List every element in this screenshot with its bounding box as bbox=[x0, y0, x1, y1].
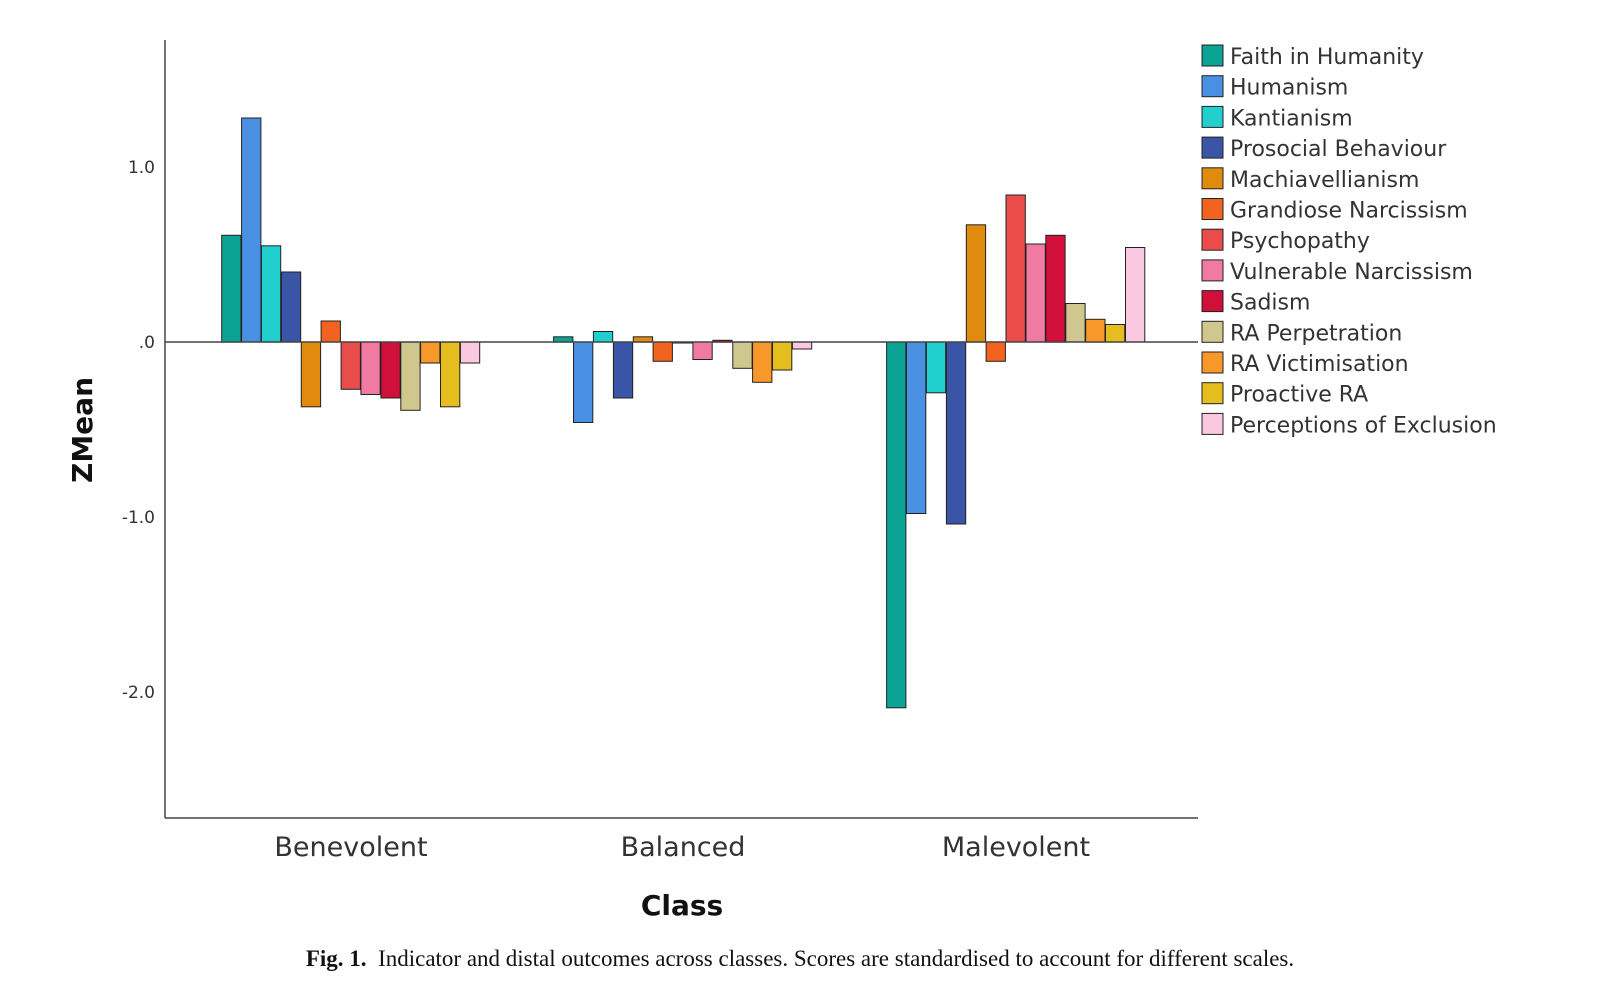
legend-swatch bbox=[1201, 167, 1224, 190]
bar-prosocial-behaviour-benevolent bbox=[280, 271, 302, 343]
bar-psychopathy-benevolent bbox=[340, 341, 361, 390]
y-tick-label: .0 bbox=[139, 333, 155, 353]
legend-label: Faith in Humanity bbox=[1230, 45, 1424, 70]
bar-perceptions-of-exclusion-malevolent bbox=[1125, 247, 1146, 343]
legend-label: Perceptions of Exclusion bbox=[1230, 413, 1497, 438]
bar-ra-victimisation-malevolent bbox=[1085, 318, 1106, 343]
caption-text: Indicator and distal outcomes across cla… bbox=[378, 946, 1295, 971]
bar-machiavellianism-benevolent bbox=[300, 341, 322, 408]
category-label-benevolent: Benevolent bbox=[274, 832, 427, 863]
bar-humanism-malevolent bbox=[906, 341, 927, 514]
bar-ra-victimisation-benevolent bbox=[420, 341, 441, 364]
legend-label: Prosocial Behaviour bbox=[1230, 137, 1447, 162]
bar-humanism-benevolent bbox=[241, 117, 262, 343]
y-axis-title: ZMean bbox=[66, 377, 99, 483]
bar-vulnerable-narcissism-benevolent bbox=[360, 341, 381, 395]
legend-swatch bbox=[1201, 105, 1224, 128]
legend-swatch bbox=[1201, 136, 1224, 159]
bars-group bbox=[221, 117, 1146, 709]
legend-swatch bbox=[1201, 228, 1224, 251]
category-labels-group: Benevolent Balanced Malevolent bbox=[274, 832, 1090, 863]
bar-perceptions-of-exclusion-benevolent bbox=[459, 341, 481, 364]
figure-caption: Fig. 1. Indicator and distal outcomes ac… bbox=[0, 946, 1600, 972]
category-label-malevolent: Malevolent bbox=[942, 832, 1090, 863]
bar-kantianism-balanced bbox=[592, 331, 614, 343]
bar-prosocial-behaviour-malevolent bbox=[945, 341, 967, 525]
legend-label: Vulnerable Narcissism bbox=[1230, 260, 1473, 285]
bar-vulnerable-narcissism-balanced bbox=[692, 341, 713, 360]
legend-swatch bbox=[1201, 75, 1224, 98]
legend-label: Kantianism bbox=[1230, 106, 1353, 131]
legend: Faith in Humanity Humanism Kantianism Proso… bbox=[1201, 44, 1497, 438]
bar-psychopathy-malevolent bbox=[1005, 194, 1026, 343]
caption-label: Fig. 1. bbox=[305, 946, 367, 971]
y-ticks-group: 1.0 .0 -1.0 -2.0 bbox=[122, 158, 155, 703]
bar-ra-victimisation-balanced bbox=[752, 341, 773, 383]
legend-label: Humanism bbox=[1230, 76, 1348, 101]
legend-swatch bbox=[1201, 44, 1224, 67]
bar-proactive-ra-balanced bbox=[772, 341, 793, 371]
bar-ra-perpetration-balanced bbox=[732, 341, 753, 369]
bar-sadism-benevolent bbox=[380, 341, 401, 399]
legend-swatch bbox=[1201, 351, 1224, 374]
legend-swatch bbox=[1201, 412, 1224, 435]
legend-swatch bbox=[1201, 382, 1224, 405]
legend-label: Machiavellianism bbox=[1230, 168, 1419, 193]
bar-ra-perpetration-malevolent bbox=[1065, 303, 1086, 343]
legend-label: Sadism bbox=[1230, 291, 1310, 316]
legend-label: Grandiose Narcissism bbox=[1230, 199, 1468, 224]
bar-perceptions-of-exclusion-balanced bbox=[791, 341, 813, 350]
legend-label: Proactive RA bbox=[1230, 383, 1368, 408]
bar-vulnerable-narcissism-malevolent bbox=[1025, 243, 1046, 343]
bar-machiavellianism-malevolent bbox=[965, 224, 987, 343]
bar-faith-in-humanity-malevolent bbox=[886, 341, 907, 709]
bar-grandiose-narcissism-benevolent bbox=[320, 320, 341, 343]
y-tick-label: -2.0 bbox=[122, 683, 155, 703]
legend-label: RA Victimisation bbox=[1230, 352, 1409, 377]
bar-grandiose-narcissism-balanced bbox=[652, 341, 673, 362]
legend-label: RA Perpetration bbox=[1230, 321, 1402, 346]
y-tick-label: -1.0 bbox=[122, 508, 155, 528]
bar-prosocial-behaviour-balanced bbox=[612, 341, 634, 399]
bar-kantianism-benevolent bbox=[260, 245, 282, 343]
category-label-balanced: Balanced bbox=[621, 832, 746, 863]
y-tick-label: 1.0 bbox=[128, 158, 155, 178]
legend-swatch bbox=[1201, 320, 1224, 343]
bar-grandiose-narcissism-malevolent bbox=[985, 341, 1006, 362]
legend-swatch bbox=[1201, 290, 1224, 313]
bar-humanism-balanced bbox=[573, 341, 594, 423]
legend-label: Psychopathy bbox=[1230, 229, 1370, 254]
bar-sadism-malevolent bbox=[1045, 234, 1066, 343]
bar-kantianism-malevolent bbox=[925, 341, 947, 394]
bar-proactive-ra-benevolent bbox=[440, 341, 461, 408]
bar-proactive-ra-malevolent bbox=[1105, 324, 1126, 343]
x-axis-title: Class bbox=[641, 889, 723, 922]
bar-ra-perpetration-benevolent bbox=[400, 341, 421, 411]
legend-swatch bbox=[1201, 259, 1224, 282]
legend-swatch bbox=[1201, 198, 1224, 220]
bar-faith-in-humanity-benevolent bbox=[221, 234, 242, 343]
